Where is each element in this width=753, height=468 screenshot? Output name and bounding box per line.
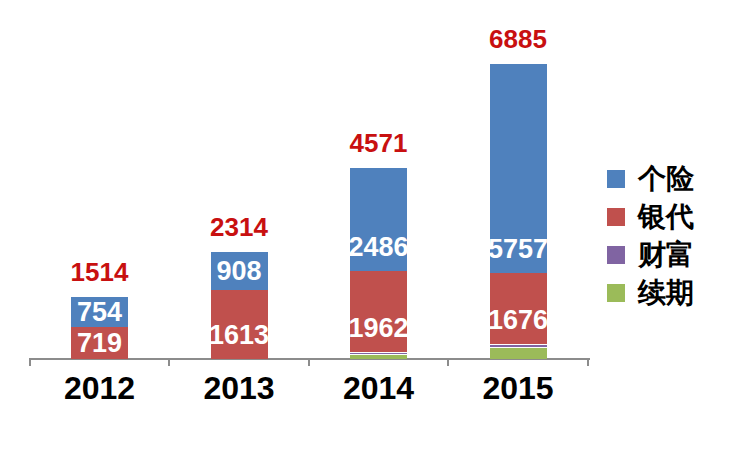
legend-label: 个险	[638, 165, 694, 193]
total-label: 6885	[489, 26, 547, 52]
bar-segment-银代: 1613	[211, 290, 268, 359]
axis-tick	[29, 358, 31, 366]
bar-segment-银代: 1962	[350, 271, 407, 352]
legend-item-银代: 银代	[607, 203, 694, 231]
bar-segment-续期	[490, 347, 547, 359]
bar-segment-个险: 5757	[490, 64, 547, 273]
stacked-bar-chart: 7547191514201290816132314201324861962457…	[0, 0, 753, 468]
legend-swatch	[607, 246, 625, 264]
legend-label: 续期	[638, 279, 694, 307]
x-axis-label-2012: 2012	[64, 372, 135, 404]
legend-swatch	[607, 208, 625, 226]
axis-tick	[447, 358, 449, 366]
segment-value-label: 2486	[348, 234, 408, 261]
total-label: 4571	[350, 130, 408, 156]
legend-item-财富: 财富	[607, 241, 694, 269]
segment-value-label: 5757	[488, 236, 548, 263]
segment-value-label: 719	[77, 330, 122, 357]
segment-value-label: 754	[77, 299, 122, 326]
segment-value-label: 1676	[488, 307, 548, 334]
segment-value-label: 1962	[348, 315, 408, 342]
x-axis-label-2015: 2015	[482, 372, 553, 404]
legend-swatch	[607, 284, 625, 302]
legend-item-续期: 续期	[607, 279, 694, 307]
total-label: 2314	[210, 214, 268, 240]
legend-swatch	[607, 170, 625, 188]
x-axis-label-2014: 2014	[343, 372, 414, 404]
segment-value-label: 1613	[209, 322, 269, 349]
bar-2014: 2486 1962	[350, 168, 407, 359]
legend-label: 银代	[638, 203, 694, 231]
axis-tick	[168, 358, 170, 366]
bar-segment-续期	[350, 354, 407, 359]
axis-tick	[308, 358, 310, 366]
total-label: 1514	[71, 259, 129, 285]
axis-tick	[587, 358, 589, 366]
legend-item-个险: 个险	[607, 165, 694, 193]
x-axis-label-2013: 2013	[203, 372, 274, 404]
legend: 个险银代财富续期	[607, 165, 694, 307]
bar-segment-银代: 1676	[490, 273, 547, 344]
segment-value-label: 908	[216, 258, 261, 285]
bar-segment-个险: 2486	[350, 168, 407, 271]
legend-label: 财富	[638, 241, 694, 269]
bar-segment-个险: 754	[71, 297, 128, 327]
bar-segment-个险: 908	[211, 252, 268, 290]
bar-2012: 754719	[71, 297, 128, 359]
bar-2013: 908 1613	[211, 252, 268, 359]
bar-2015: 5757 1676	[490, 64, 547, 359]
bar-segment-银代: 719	[71, 327, 128, 359]
